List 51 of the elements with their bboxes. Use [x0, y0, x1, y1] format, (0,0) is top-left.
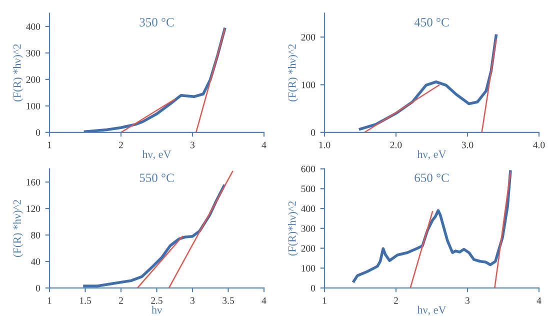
y-axis-title: (F(R) *hν)^2 — [288, 44, 298, 102]
y-axis-title: (F(R)*hν)^2 — [288, 201, 298, 256]
x-tick-label: 2 — [118, 297, 123, 304]
chart-title: 450 °C — [414, 18, 449, 26]
x-tick-label: 3 — [190, 297, 195, 304]
x-tick-label: 3.0 — [462, 142, 474, 148]
y-tick-label: 40 — [30, 258, 40, 265]
chart-title: 350 °C — [140, 18, 174, 26]
y-tick-label: 500 — [301, 186, 316, 192]
y-axis-title: (F(R) *hν)^2 — [13, 44, 24, 102]
x-tick-label: 2.0 — [390, 142, 402, 148]
x-tick-label: 1.0 — [319, 142, 330, 148]
x-axis-title: hν, eV — [142, 150, 172, 160]
y-axis-title: (F(R) *hν)^2 — [13, 200, 24, 257]
y-tick-label: 300 — [26, 50, 40, 56]
x-axis-title: hν, eV — [417, 306, 446, 316]
y-tick-label: 100 — [26, 102, 40, 110]
chart-title: 550 °C — [140, 174, 174, 182]
x-tick-label: 1 — [48, 142, 52, 148]
x-tick-label: 2 — [118, 142, 123, 148]
y-tick-label: 0 — [310, 129, 316, 136]
x-tick-label: 1 — [322, 297, 326, 304]
x-tick-label: 4 — [262, 297, 266, 304]
x-tick-label: 1.5 — [80, 297, 91, 304]
x-tick-label: 1 — [48, 297, 52, 304]
y-tick-label: 200 — [26, 76, 40, 83]
y-tick-label: 300 — [301, 225, 316, 232]
y-tick-label: 160 — [26, 178, 40, 186]
x-tick-label: 4 — [262, 142, 266, 148]
y-tick-label: 0 — [310, 284, 316, 292]
x-tick-label: 2.5 — [151, 297, 162, 304]
y-tick-label: 100 — [302, 82, 316, 88]
x-tick-label: 3 — [466, 297, 470, 304]
y-tick-label: 0 — [36, 284, 40, 292]
y-tick-label: 100 — [302, 265, 316, 272]
y-tick-label: 400 — [26, 23, 40, 30]
x-tick-label: 3 — [190, 142, 195, 148]
y-tick-label: 600 — [301, 166, 316, 172]
y-tick-label: 200 — [301, 245, 316, 252]
y-tick-label: 400 — [301, 205, 316, 212]
y-tick-label: 80 — [31, 232, 40, 238]
x-tick-label: 2 — [394, 297, 398, 304]
x-tick-label: 4 — [536, 297, 542, 304]
x-axis-title: hν — [152, 306, 162, 314]
x-axis-title: hν, eV — [417, 150, 446, 160]
x-tick-label: 4.0 — [533, 142, 545, 148]
y-tick-label: 0 — [36, 129, 40, 136]
y-tick-label: 120 — [26, 205, 40, 212]
chart-title: 650 °C — [414, 174, 449, 182]
y-tick-label: 200 — [301, 34, 316, 41]
x-tick-label: 3.5 — [222, 297, 234, 304]
